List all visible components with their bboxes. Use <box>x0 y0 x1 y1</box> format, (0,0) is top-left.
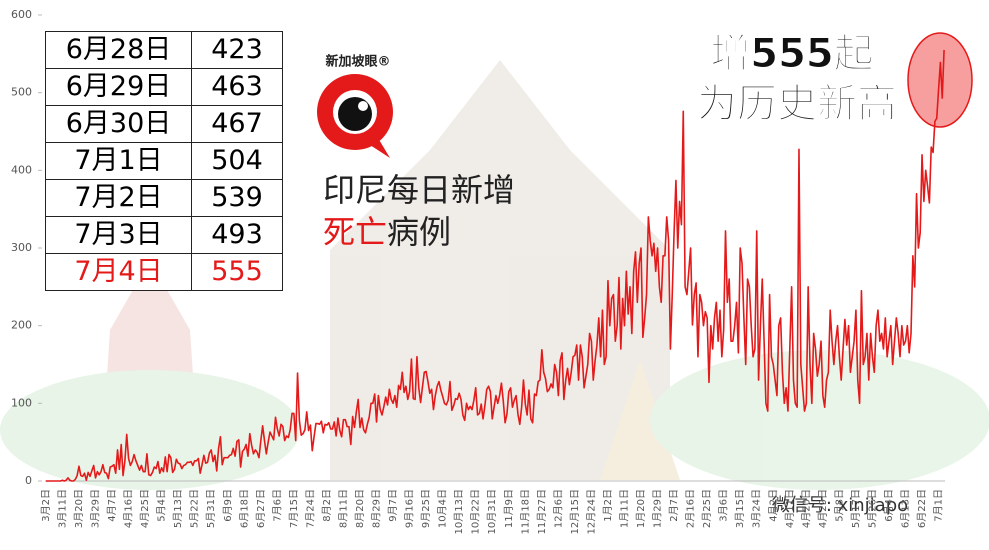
subtitle-part: 死亡 <box>323 213 387 251</box>
x-tick-label: 12月15日 <box>569 489 581 534</box>
x-tick-label: 10月31日 <box>486 489 498 534</box>
x-tick-label: 2月16日 <box>685 489 697 528</box>
x-tick-label: 5月13日 <box>172 489 184 528</box>
y-tick-label: 300 <box>11 241 32 254</box>
date-cell: 7月4日 <box>45 253 192 291</box>
table-row: 7月4日 555 <box>45 253 283 291</box>
x-tick-label: 11月9日 <box>503 489 515 528</box>
x-tick-label: 5月8日 <box>833 489 845 522</box>
x-tick-label: 7月6日 <box>271 489 283 522</box>
x-tick-label: 6月13日 <box>900 489 912 528</box>
x-tick-label: 1月20日 <box>635 489 647 528</box>
background-art <box>0 60 989 490</box>
value-cell: 555 <box>191 253 283 291</box>
x-tick-label: 5月22日 <box>189 489 201 528</box>
x-tick-label: 2月7日 <box>668 489 680 522</box>
x-tick-label: 12月24日 <box>585 489 597 534</box>
x-tick-label: 10月4日 <box>437 489 449 528</box>
chart-subtitle: 死亡病例 <box>323 213 451 251</box>
date-cell: 7月3日 <box>45 216 192 254</box>
date-cell: 7月2日 <box>45 179 192 217</box>
x-tick-label: 3月11日 <box>56 489 68 528</box>
y-tick-label: 100 <box>11 396 32 409</box>
table-row: 7月3日 493 <box>45 216 283 254</box>
value-cell: 504 <box>191 142 283 180</box>
x-tick-label: 6月18日 <box>238 489 250 528</box>
x-tick-label: 9月25日 <box>420 489 432 528</box>
x-tick-label: 1月29日 <box>652 489 664 528</box>
value-cell: 467 <box>191 105 283 143</box>
watermark: 微信号: xinjiapo <box>772 495 908 516</box>
y-tick-label: 500 <box>11 86 32 99</box>
x-tick-label: 4月20日 <box>800 489 812 528</box>
x-tick-label: 8月2日 <box>321 489 333 522</box>
x-tick-label: 8月20日 <box>354 489 366 528</box>
table-row: 6月29日 463 <box>45 68 283 106</box>
x-tick-label: 3月24日 <box>751 489 763 528</box>
x-tick-label: 11月18日 <box>519 489 531 534</box>
data-table: 6月28日 423 6月29日 463 6月30日 467 7月1日 504 7月2日 539 7月… <box>45 31 283 291</box>
x-tick-label: 4月2日 <box>767 489 779 522</box>
date-cell: 6月28日 <box>45 31 192 69</box>
date-cell: 7月1日 <box>45 142 192 180</box>
value-cell: 493 <box>191 216 283 254</box>
subtitle-part: 病例 <box>387 213 451 251</box>
x-tick-label: 4月25日 <box>139 489 151 528</box>
x-tick-label: 8月11日 <box>337 489 349 528</box>
logo: 新加坡眼® <box>317 54 393 158</box>
x-tick-label: 3月29日 <box>90 489 102 528</box>
x-tick-label: 5月26日 <box>866 489 878 528</box>
annotation: 增555起 <box>710 31 874 77</box>
x-tick-label: 6月4日 <box>883 489 895 522</box>
x-tick-label: 1月11日 <box>618 489 630 528</box>
date-cell: 6月30日 <box>45 105 192 143</box>
x-tick-label: 2月25日 <box>701 489 713 528</box>
table-row: 6月30日 467 <box>45 105 283 143</box>
table-row: 6月28日 423 <box>45 31 283 69</box>
y-tick-label: 200 <box>11 319 32 332</box>
table-row: 7月1日 504 <box>45 142 283 180</box>
y-tick-label: 600 <box>11 8 32 21</box>
x-tick-label: 4月11日 <box>784 489 796 528</box>
date-cell: 6月29日 <box>45 68 192 106</box>
x-tick-label: 9月7日 <box>387 489 399 522</box>
data-line <box>45 49 945 482</box>
logo-text: 新加坡眼® <box>325 54 390 70</box>
x-tick-label: 6月22日 <box>916 489 928 528</box>
x-tick-label: 10月22日 <box>470 489 482 534</box>
x-tick-label: 12月6日 <box>552 489 564 528</box>
annotation: 为历史新高 <box>697 81 897 127</box>
x-tick-label: 9月16日 <box>404 489 416 528</box>
x-tick-label: 3月2日 <box>40 489 52 522</box>
y-tick-label: 400 <box>11 163 32 176</box>
x-tick-label: 3月15日 <box>734 489 746 528</box>
x-tick-label: 3月20日 <box>73 489 85 528</box>
x-tick-label: 4月7日 <box>106 489 118 522</box>
x-tick-label: 5月31日 <box>205 489 217 528</box>
y-tick-label: 0 <box>25 474 32 487</box>
x-tick-label: 6月9日 <box>222 489 234 522</box>
x-tick-label: 3月6日 <box>718 489 730 522</box>
x-tick-label: 5月4日 <box>156 489 168 522</box>
x-tick-label: 7月15日 <box>288 489 300 528</box>
x-tick-label: 6月27日 <box>255 489 267 528</box>
x-tick-label: 4月16日 <box>123 489 135 528</box>
value-cell: 539 <box>191 179 283 217</box>
chart-title: 印尼每日新增 <box>323 171 515 209</box>
table-row: 7月2日 539 <box>45 179 283 217</box>
x-tick-label: 7月1日 <box>933 489 945 522</box>
x-tick-label: 1月2日 <box>602 489 614 522</box>
value-cell: 423 <box>191 31 283 69</box>
x-tick-label: 10月13日 <box>453 489 465 534</box>
x-tick-label: 5月17日 <box>850 489 862 528</box>
x-tick-label: 8月29日 <box>371 489 383 528</box>
x-tick-label: 4月29日 <box>817 489 829 528</box>
x-tick-label: 11月27日 <box>536 489 548 534</box>
value-cell: 463 <box>191 68 283 106</box>
x-tick-label: 7月24日 <box>304 489 316 528</box>
